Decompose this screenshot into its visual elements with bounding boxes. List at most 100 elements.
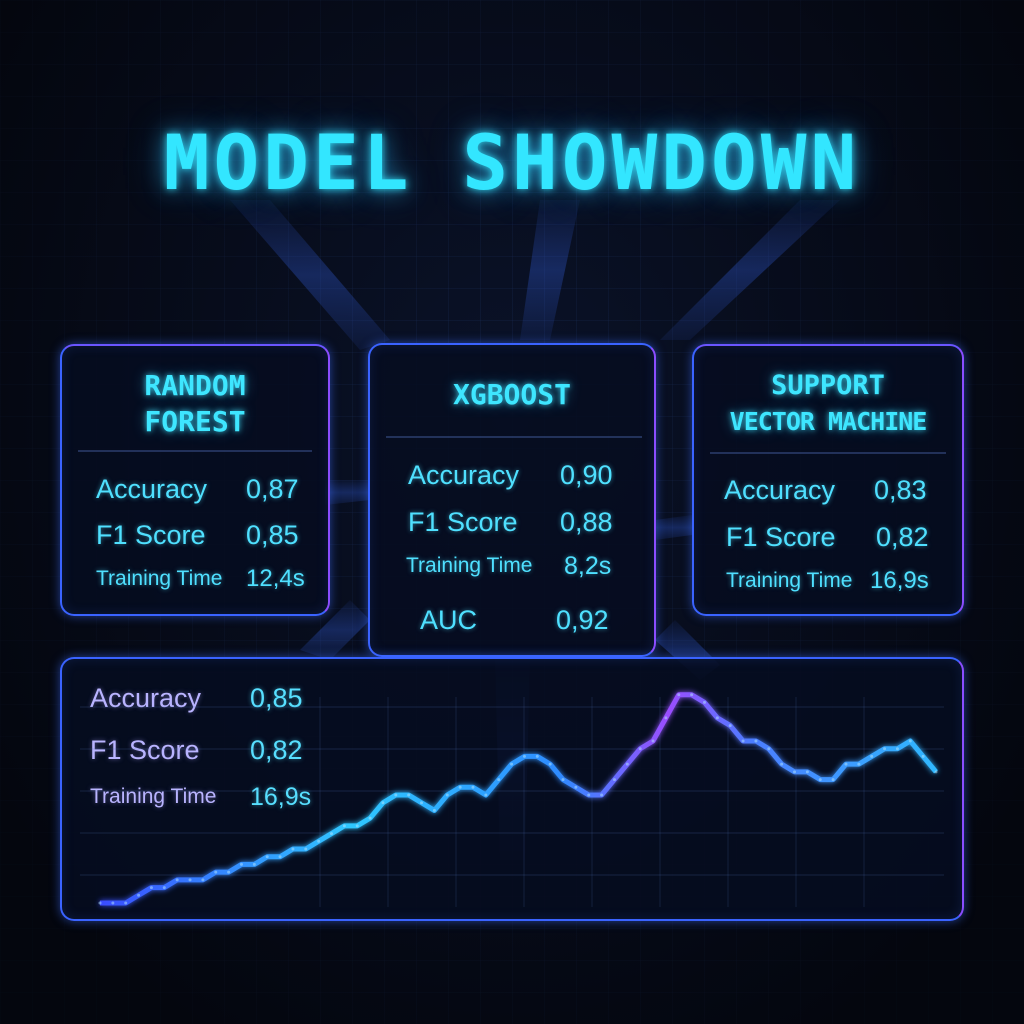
chart-metric-value-f1: 0,82 bbox=[250, 735, 303, 765]
data-point bbox=[600, 793, 604, 797]
data-point bbox=[870, 754, 874, 758]
data-point bbox=[561, 778, 565, 782]
data-point bbox=[574, 785, 578, 789]
metric-value-accuracy: 0,87 bbox=[246, 474, 299, 504]
data-point bbox=[137, 893, 141, 897]
card-divider bbox=[78, 450, 312, 452]
data-point bbox=[780, 762, 784, 766]
data-point bbox=[728, 724, 732, 728]
metric-label-accuracy: Accuracy bbox=[408, 460, 520, 490]
metric-label-accuracy: Accuracy bbox=[724, 475, 836, 505]
data-point bbox=[252, 862, 256, 866]
card-divider bbox=[710, 452, 946, 454]
data-point bbox=[883, 747, 887, 751]
chart-metric-label-f1: F1 Score bbox=[90, 735, 200, 765]
data-point bbox=[291, 847, 295, 851]
data-point bbox=[227, 870, 231, 874]
data-point bbox=[98, 901, 102, 905]
data-point bbox=[831, 778, 835, 782]
chart-metric-value-accuracy: 0,85 bbox=[250, 683, 303, 713]
line-chart bbox=[80, 692, 944, 907]
data-point bbox=[497, 778, 501, 782]
metric-value-training-time: 12,4s bbox=[246, 565, 305, 592]
card-title: RANDOM FOREST bbox=[62, 368, 328, 440]
data-point bbox=[908, 739, 912, 743]
data-point bbox=[587, 793, 591, 797]
data-point bbox=[407, 793, 411, 797]
metric-value-f1: 0,82 bbox=[876, 522, 929, 552]
data-point bbox=[754, 739, 758, 743]
card-title-line: FOREST bbox=[144, 405, 246, 438]
data-point bbox=[458, 785, 462, 789]
data-point bbox=[895, 747, 899, 751]
page-title: MODEL SHOWDOWN bbox=[163, 118, 861, 207]
data-point bbox=[124, 901, 128, 905]
metric-value-f1: 0,88 bbox=[560, 507, 613, 537]
data-point bbox=[522, 754, 526, 758]
card-divider bbox=[386, 436, 642, 438]
metric-label-f1: F1 Score bbox=[408, 507, 518, 537]
data-point bbox=[548, 762, 552, 766]
data-point bbox=[767, 747, 771, 751]
data-point bbox=[317, 839, 321, 843]
metric-value-auc: 0,92 bbox=[556, 605, 609, 635]
data-point bbox=[445, 793, 449, 797]
data-point bbox=[330, 832, 334, 836]
data-point bbox=[625, 762, 629, 766]
metric-label-training-time: Training Time bbox=[96, 567, 223, 590]
data-point bbox=[664, 716, 668, 720]
data-point bbox=[844, 762, 848, 766]
data-point bbox=[111, 901, 115, 905]
chart-metric-value-training-time: 16,9s bbox=[250, 783, 312, 811]
metric-label-training-time: Training Time bbox=[726, 569, 853, 592]
data-point bbox=[278, 855, 282, 859]
data-point bbox=[175, 878, 179, 882]
data-point bbox=[239, 862, 243, 866]
data-point bbox=[394, 793, 398, 797]
metric-label-auc: AUC bbox=[420, 605, 478, 635]
data-point bbox=[638, 747, 642, 751]
data-point bbox=[149, 886, 153, 890]
metric-value-training-time: 8,2s bbox=[564, 552, 612, 580]
data-point bbox=[368, 816, 372, 820]
card-title-line: RANDOM bbox=[144, 369, 246, 402]
data-point bbox=[921, 754, 925, 758]
series-line bbox=[100, 692, 938, 906]
data-point bbox=[355, 824, 359, 828]
data-point bbox=[484, 793, 488, 797]
data-point bbox=[342, 824, 346, 828]
card-title: SUPPORT VECTOR MACHINE bbox=[694, 368, 962, 440]
metric-value-accuracy: 0,83 bbox=[874, 475, 927, 505]
metric-label-f1: F1 Score bbox=[726, 522, 836, 552]
data-point bbox=[934, 770, 938, 774]
data-point bbox=[188, 878, 192, 882]
model-card-support-vector-machine: SUPPORT VECTOR MACHINE Accuracy 0,83 F1 … bbox=[692, 344, 964, 616]
card-title-line: VECTOR MACHINE bbox=[729, 407, 928, 436]
data-point bbox=[805, 770, 809, 774]
data-point bbox=[690, 693, 694, 697]
data-point bbox=[471, 785, 475, 789]
data-point bbox=[432, 808, 436, 812]
data-point bbox=[793, 770, 797, 774]
data-point bbox=[265, 855, 269, 859]
metric-value-accuracy: 0,90 bbox=[560, 460, 613, 490]
metric-label-f1: F1 Score bbox=[96, 520, 206, 550]
data-point bbox=[677, 693, 681, 697]
data-point bbox=[651, 739, 655, 743]
data-point bbox=[381, 801, 385, 805]
chart-metric-label-accuracy: Accuracy bbox=[90, 683, 202, 713]
chart-metric-label-training-time: Training Time bbox=[90, 785, 217, 808]
data-point bbox=[612, 778, 616, 782]
data-point bbox=[702, 700, 706, 704]
metric-value-training-time: 16,9s bbox=[870, 567, 929, 594]
card-title-line: SUPPORT bbox=[771, 370, 885, 401]
data-point bbox=[214, 870, 218, 874]
metric-label-accuracy: Accuracy bbox=[96, 474, 208, 504]
data-point bbox=[162, 886, 166, 890]
data-point bbox=[304, 847, 308, 851]
data-point bbox=[818, 778, 822, 782]
model-card-xgboost: XGBOOST Accuracy 0,90 F1 Score 0,88 Trai… bbox=[368, 343, 656, 657]
card-title: XGBOOST bbox=[370, 377, 654, 413]
metric-label-training-time: Training Time bbox=[406, 554, 533, 577]
data-point bbox=[741, 739, 745, 743]
